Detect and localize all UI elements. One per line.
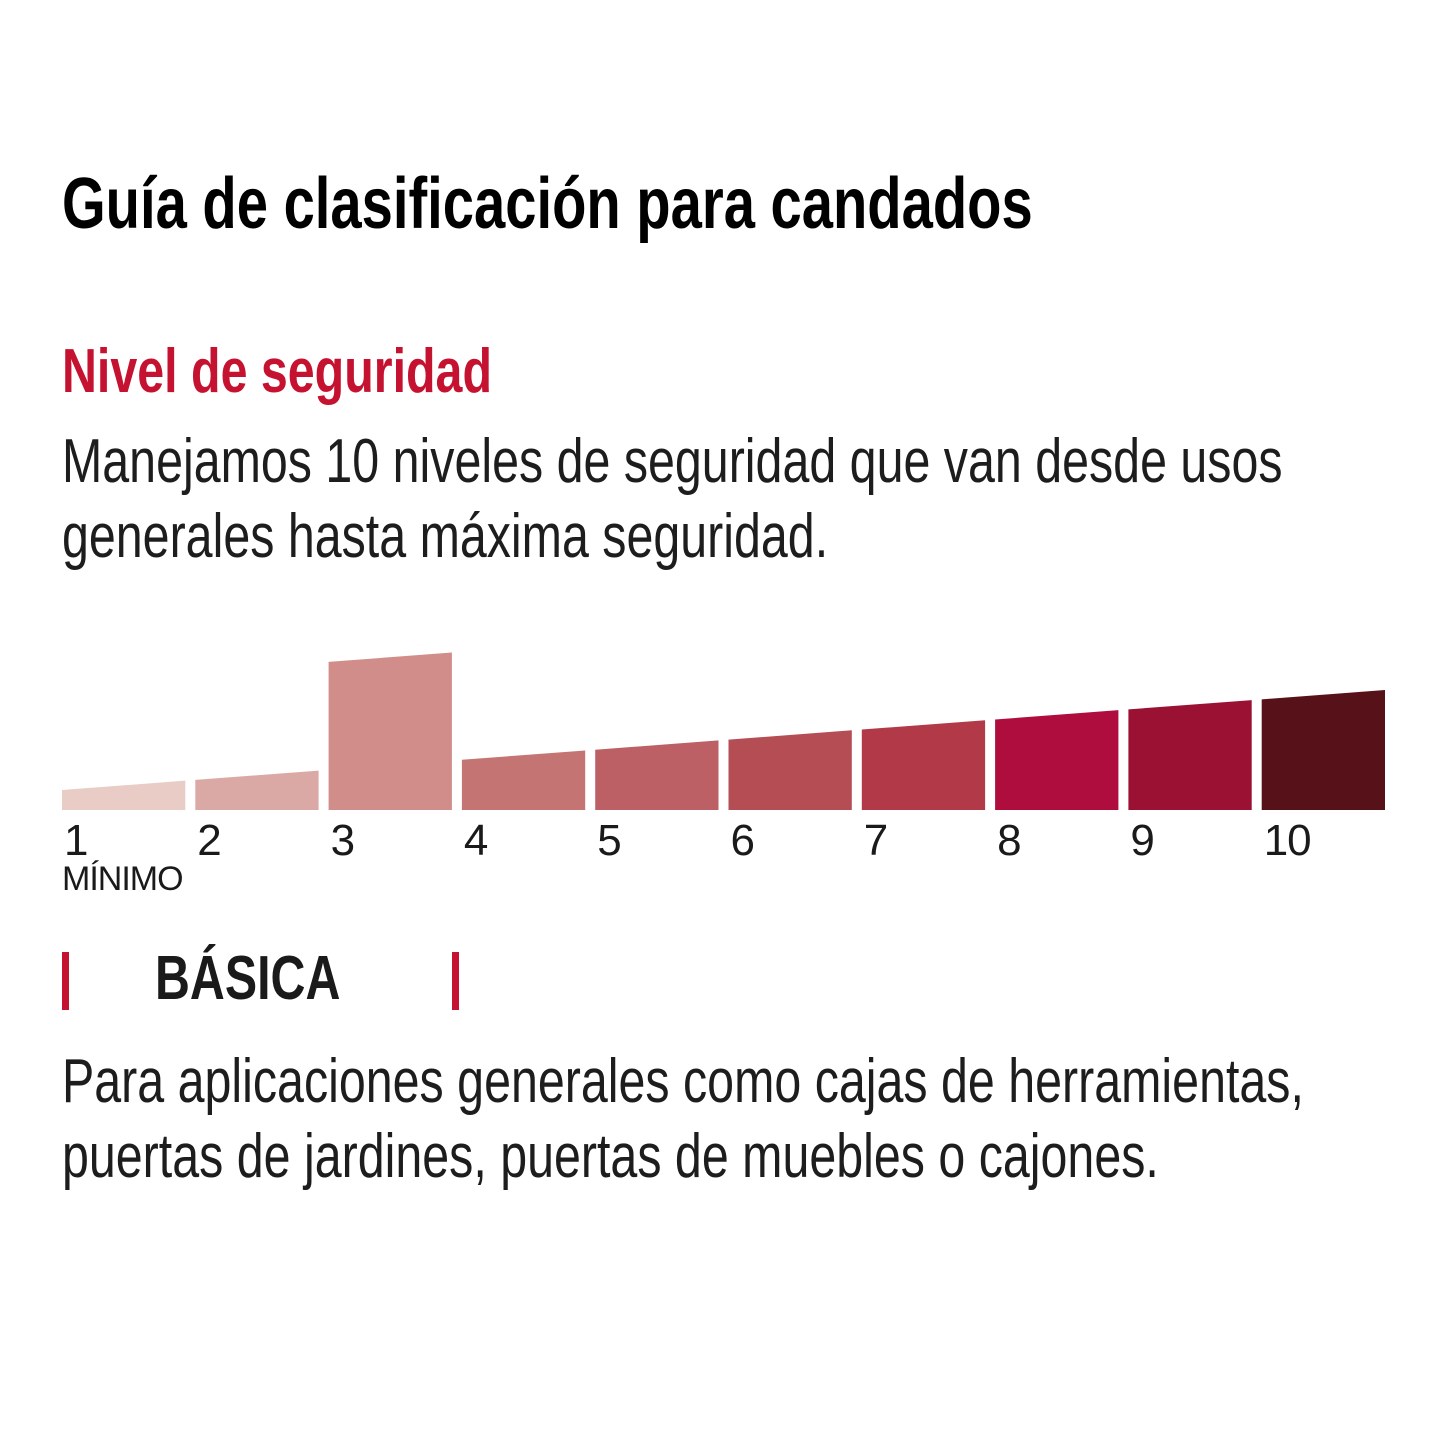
level-bar-6 — [728, 730, 852, 810]
level-tick-label-2: 2 — [197, 816, 220, 865]
security-level-heading: Nivel de seguridad — [62, 337, 492, 406]
level-tick-label-10: 10 — [1264, 816, 1311, 865]
level-bar-4 — [461, 750, 586, 810]
level-bar-1 — [62, 780, 186, 810]
category-description-line-2: puertas de jardines, puertas de muebles … — [62, 1122, 1159, 1191]
level-tick-label-9: 9 — [1130, 816, 1153, 865]
category-description: Para aplicaciones generales como cajas d… — [62, 1044, 1304, 1194]
level-bar-8 — [995, 710, 1119, 810]
level-tick-label-6: 6 — [731, 816, 754, 865]
page-title: Guía de clasificación para candados — [62, 164, 1033, 244]
category-name: BÁSICA — [155, 944, 341, 1013]
category-tick-right-icon — [452, 952, 459, 1010]
level-tick-label-8: 8 — [997, 816, 1020, 865]
level-tick-label-7: 7 — [864, 816, 887, 865]
level-tick-label-4: 4 — [464, 816, 488, 865]
description-line-1: Manejamos 10 niveles de seguridad que va… — [62, 427, 1283, 496]
level-bar-2 — [195, 770, 319, 810]
level-tick-label-1: 1 — [64, 816, 87, 865]
security-level-chart: 1 2 3 4 5 6 7 8 9 10 MÍNIMO — [62, 652, 1385, 898]
level-bar-3 — [328, 652, 452, 810]
level-tick-label-5: 5 — [597, 816, 620, 865]
level-bar-7 — [861, 720, 986, 810]
level-bar-9 — [1128, 700, 1252, 810]
security-level-description: Manejamos 10 niveles de seguridad que va… — [62, 424, 1283, 574]
category-description-line-1: Para aplicaciones generales como cajas d… — [62, 1047, 1304, 1116]
category-tick-left-icon — [62, 952, 69, 1010]
level-bar-5 — [595, 740, 719, 810]
level-bar-10 — [1261, 690, 1385, 810]
description-line-2: generales hasta máxima seguridad. — [62, 502, 829, 571]
level-tick-label-3: 3 — [331, 816, 354, 865]
minimum-label: MÍNIMO — [62, 860, 183, 898]
